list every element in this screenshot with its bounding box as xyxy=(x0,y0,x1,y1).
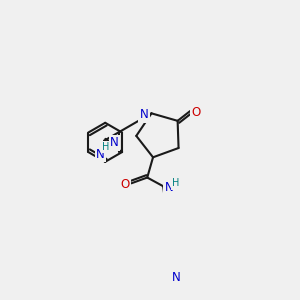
Text: H: H xyxy=(103,142,110,152)
Text: H: H xyxy=(172,178,180,188)
Text: O: O xyxy=(191,106,200,119)
Text: N: N xyxy=(172,271,181,284)
Text: N: N xyxy=(96,148,105,160)
Text: O: O xyxy=(120,178,130,191)
Text: N: N xyxy=(164,181,173,194)
Text: N: N xyxy=(110,136,119,149)
Text: N: N xyxy=(140,108,148,121)
